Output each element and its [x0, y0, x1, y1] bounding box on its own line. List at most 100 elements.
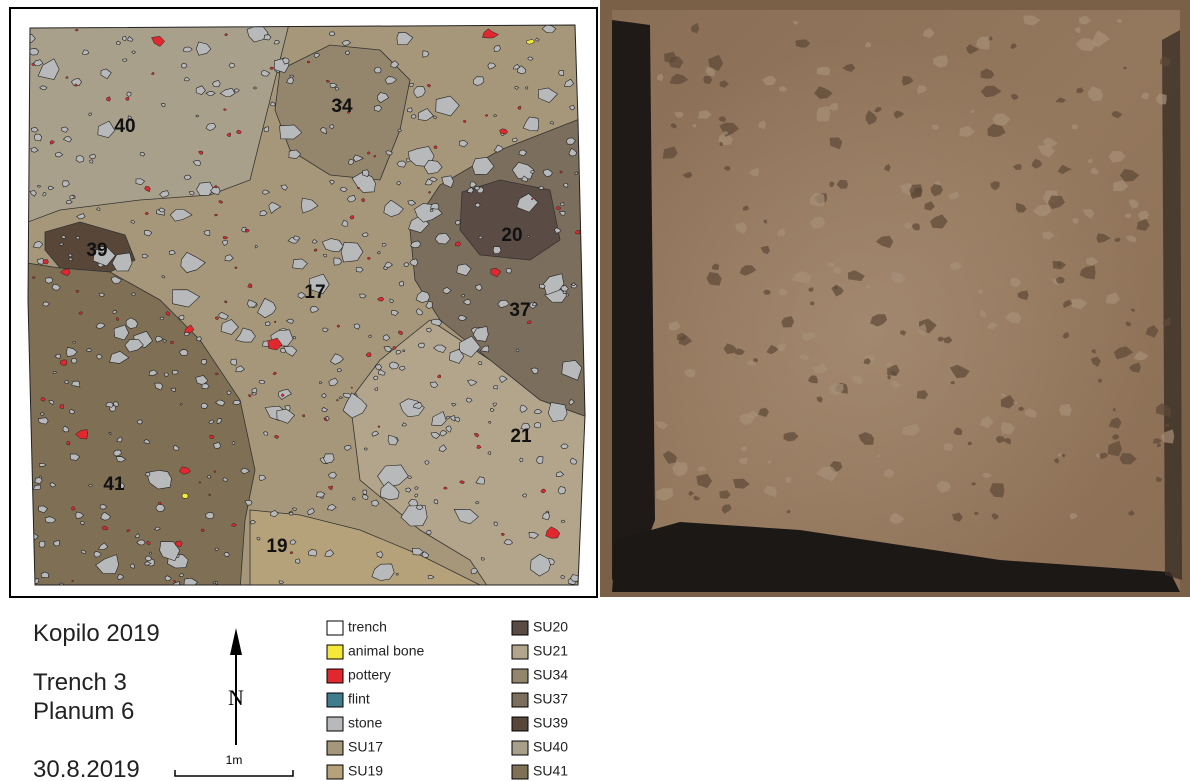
pottery	[397, 330, 404, 336]
stone	[297, 292, 306, 299]
photo-stone	[1130, 308, 1135, 313]
photo-stone	[870, 314, 888, 327]
stone	[530, 170, 535, 174]
stone	[477, 361, 483, 365]
pottery	[555, 206, 562, 210]
zone-label: 34	[331, 96, 353, 117]
photo-stone	[767, 459, 773, 464]
photo-stone	[916, 390, 929, 400]
stone	[222, 477, 229, 482]
photo-stone	[749, 167, 759, 177]
photo-stone	[816, 396, 823, 403]
photo-stone	[1031, 158, 1043, 169]
stone	[352, 497, 356, 501]
stone	[374, 104, 383, 112]
pottery	[377, 425, 381, 428]
stone	[351, 171, 376, 193]
stone	[116, 436, 123, 443]
stone	[492, 402, 497, 407]
pottery	[66, 441, 71, 445]
stone	[348, 158, 355, 165]
legend-label: SU40	[533, 739, 568, 755]
stone	[519, 457, 524, 463]
photo-stone	[959, 125, 975, 137]
photo-stone	[904, 222, 914, 229]
photo-stone	[1075, 38, 1097, 52]
photo-stone	[1160, 429, 1175, 444]
pottery	[126, 529, 131, 533]
stone	[180, 252, 206, 273]
stone	[342, 393, 352, 399]
pottery	[184, 324, 195, 334]
stone	[428, 176, 438, 182]
stone	[398, 281, 404, 287]
photo-stone	[1112, 407, 1116, 412]
stone	[59, 242, 65, 246]
stone	[252, 86, 257, 90]
stone	[421, 551, 430, 558]
photo-stone	[901, 423, 921, 436]
photo-stone	[987, 123, 1006, 138]
stone	[527, 56, 534, 61]
stone	[457, 314, 468, 321]
pottery	[455, 241, 462, 247]
stone	[75, 511, 85, 520]
photo-stone	[980, 85, 1002, 98]
stone	[326, 503, 337, 511]
stone	[565, 137, 576, 145]
stone	[320, 127, 327, 135]
photo-stone	[1105, 292, 1120, 304]
stone	[76, 213, 86, 220]
stone	[458, 139, 469, 148]
photo-stone	[719, 141, 723, 147]
stone	[263, 126, 270, 132]
stone	[229, 358, 237, 366]
stone	[286, 76, 294, 85]
stone	[87, 483, 93, 487]
stone	[432, 115, 438, 120]
stone	[425, 300, 433, 309]
pottery	[427, 191, 431, 194]
stone	[259, 210, 268, 217]
stone	[321, 393, 327, 399]
stone	[201, 383, 210, 390]
stone	[560, 519, 566, 523]
stone	[278, 580, 285, 585]
stone	[512, 137, 518, 142]
pottery	[545, 526, 561, 539]
legend-label: SU17	[348, 739, 383, 755]
stone	[210, 186, 221, 195]
stone	[530, 367, 539, 375]
photo-stone	[777, 228, 786, 237]
stone	[279, 124, 303, 140]
photo-stone	[901, 75, 914, 86]
stone	[218, 312, 229, 320]
stone	[472, 76, 485, 86]
stone	[30, 147, 39, 153]
stone	[200, 359, 207, 365]
photo-stone	[1059, 403, 1072, 417]
stone	[569, 104, 576, 111]
pottery	[74, 83, 79, 87]
stone	[219, 87, 236, 97]
photo-stone	[814, 86, 833, 100]
photo-stone	[970, 109, 975, 113]
stone	[172, 369, 179, 375]
north-arrow: N	[228, 628, 244, 745]
photo-stone	[1069, 513, 1078, 520]
stone	[562, 183, 569, 188]
stone	[530, 553, 551, 577]
pottery	[236, 129, 242, 134]
stone	[384, 261, 393, 269]
photo-stone	[953, 427, 963, 436]
photo-stone	[1047, 195, 1065, 209]
stone	[183, 577, 198, 585]
stone	[435, 95, 460, 117]
stone	[375, 364, 383, 371]
stone	[400, 505, 428, 527]
stone	[362, 489, 368, 495]
photo-stone	[1128, 362, 1141, 373]
north-label: N	[228, 685, 244, 710]
stone	[139, 152, 146, 157]
stone	[135, 178, 146, 186]
